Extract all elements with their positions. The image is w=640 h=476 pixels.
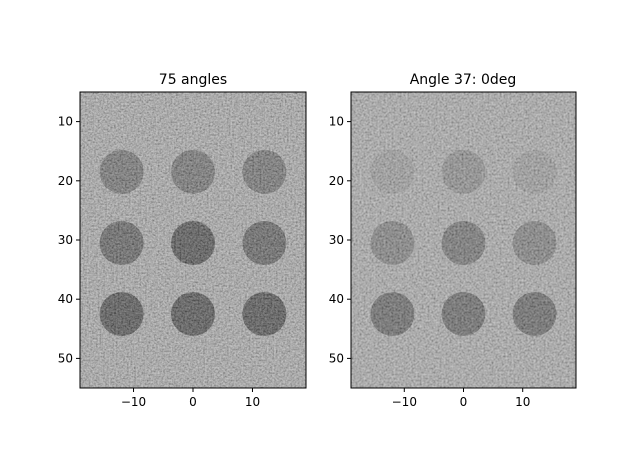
panel-left-title: 75 angles bbox=[159, 72, 227, 88]
y-tick-label-4: 50 bbox=[329, 351, 344, 365]
panel-right-grain bbox=[351, 92, 576, 388]
y-tick-label-2: 30 bbox=[58, 233, 73, 247]
y-tick-label-0: 10 bbox=[329, 115, 344, 129]
panel-left-image bbox=[80, 92, 306, 388]
y-tick-label-1: 20 bbox=[329, 174, 344, 188]
y-tick-label-3: 40 bbox=[329, 292, 344, 306]
x-tick-label-1: 0 bbox=[189, 395, 197, 409]
x-tick-label-2: 10 bbox=[515, 395, 530, 409]
panel-left-x-axis: −10 0 10 bbox=[121, 388, 260, 409]
panel-left: 75 angles −10 0 10 10 20 30 40 50 bbox=[58, 72, 307, 409]
y-tick-label-0: 10 bbox=[58, 115, 73, 129]
panel-right-y-axis: 10 20 30 40 50 bbox=[329, 115, 351, 365]
x-tick-label-0: −10 bbox=[392, 395, 417, 409]
y-tick-label-1: 20 bbox=[58, 174, 73, 188]
x-tick-label-0: −10 bbox=[121, 395, 146, 409]
panel-right-x-axis: −10 0 10 bbox=[392, 388, 530, 409]
panel-right: Angle 37: 0deg −10 0 10 10 20 30 40 50 bbox=[329, 72, 577, 409]
panel-left-grain bbox=[80, 92, 306, 388]
x-tick-label-1: 0 bbox=[460, 395, 468, 409]
panel-right-title: Angle 37: 0deg bbox=[410, 72, 517, 88]
y-tick-label-4: 50 bbox=[58, 351, 73, 365]
y-tick-label-3: 40 bbox=[58, 292, 73, 306]
y-tick-label-2: 30 bbox=[329, 233, 344, 247]
panel-left-y-axis: 10 20 30 40 50 bbox=[58, 115, 80, 365]
x-tick-label-2: 10 bbox=[245, 395, 260, 409]
panel-right-image bbox=[351, 92, 576, 388]
